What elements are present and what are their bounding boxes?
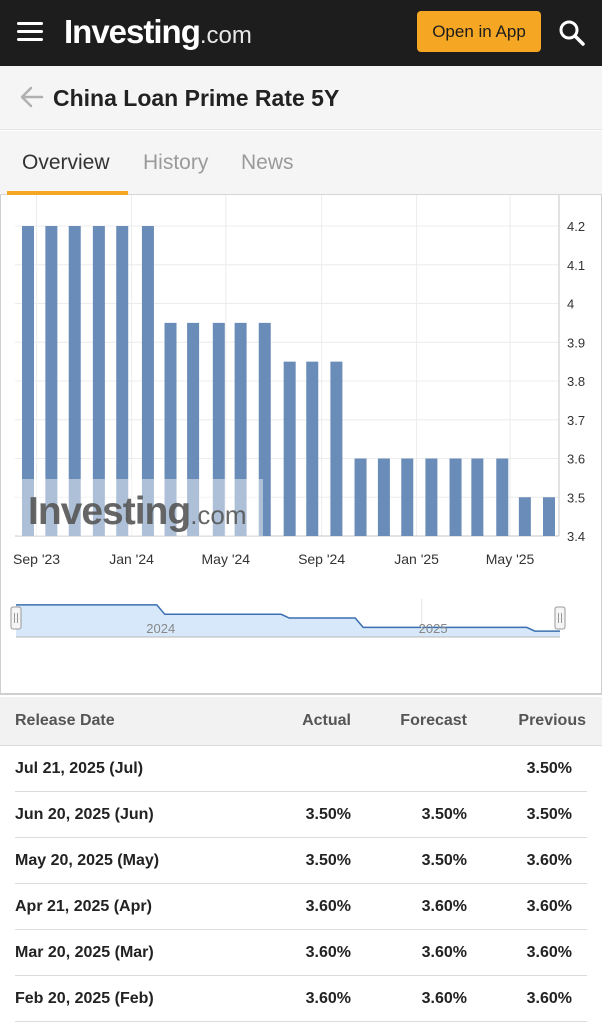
chart-bar [116, 226, 129, 536]
navigator-handle[interactable] [10, 606, 22, 630]
table-row: Jun 20, 2025 (Jun) 3.50% 3.50% 3.50% [15, 792, 587, 838]
active-tab-indicator [7, 191, 128, 195]
y-tick-label: 3.9 [567, 335, 585, 350]
watermark-logo: Investing.com [28, 490, 247, 533]
navigator-handle[interactable] [554, 606, 566, 630]
chart-panel: 4.2 4.1 4 3.9 3.8 3.7 3.6 3.5 3.4 Investing.com Se… [0, 195, 602, 695]
chart-bar [141, 226, 154, 536]
y-tick-label: 3.7 [567, 413, 585, 428]
table-header: Release Date Actual Forecast Previous [0, 697, 602, 746]
chart-bar [283, 361, 296, 536]
cell-previous: 3.60% [526, 944, 572, 961]
title-row: China Loan Prime Rate 5Y [0, 66, 602, 130]
cell-actual: 3.50% [305, 806, 351, 823]
col-header-release-date[interactable]: Release Date [15, 712, 115, 729]
table-row: May 20, 2025 (May) 3.50% 3.50% 3.60% [15, 838, 587, 884]
y-tick-label: 3.8 [567, 374, 585, 389]
col-header-actual[interactable]: Actual [302, 712, 351, 729]
y-tick-label: 3.6 [567, 452, 585, 467]
cell-release-date: Jun 20, 2025 (Jun) [15, 806, 154, 823]
cell-previous: 3.60% [526, 990, 572, 1007]
cell-forecast: 3.60% [421, 990, 467, 1007]
chart-bar [543, 497, 555, 536]
navigator-label: 2024 [146, 621, 175, 636]
cell-previous: 3.50% [526, 806, 572, 823]
chart-bar [330, 361, 343, 536]
chart-bar [354, 458, 367, 536]
cell-actual: 3.60% [305, 990, 351, 1007]
table-row: Jul 21, 2025 (Jul) 3.50% [15, 746, 587, 792]
arrow-left-icon[interactable] [19, 84, 45, 110]
navigator-label: 2025 [419, 621, 448, 636]
chart-bar [92, 226, 105, 536]
x-tick-label: Sep '24 [298, 551, 345, 567]
cell-release-date: May 20, 2025 (May) [15, 852, 160, 869]
search-icon[interactable] [557, 18, 587, 48]
release-table: Release Date Actual Forecast Previous Ju… [0, 697, 602, 1022]
chart-bar [449, 458, 462, 536]
tab-news[interactable]: News [241, 151, 294, 174]
cell-release-date: Apr 21, 2025 (Apr) [15, 898, 152, 915]
chart-bar [164, 322, 177, 536]
cell-actual: 3.50% [305, 852, 351, 869]
table-row: Mar 20, 2025 (Mar) 3.60% 3.60% 3.60% [15, 930, 587, 976]
chart-bar [471, 458, 484, 536]
top-bar: Investing.com Open in App [0, 0, 602, 66]
y-tick-label: 3.5 [567, 490, 585, 505]
y-tick-label: 3.4 [567, 529, 585, 544]
tab-overview[interactable]: Overview [22, 151, 110, 174]
chart-bar [518, 497, 531, 536]
cell-previous: 3.60% [526, 852, 572, 869]
cell-actual: 3.60% [305, 898, 351, 915]
rate-bar-chart[interactable]: 4.2 4.1 4 3.9 3.8 3.7 3.6 3.5 3.4 Investing.com Se… [1, 195, 601, 692]
chart-bar [377, 458, 390, 536]
chart-bar [496, 458, 509, 536]
chart-bar [258, 322, 271, 536]
cell-forecast: 3.50% [421, 852, 467, 869]
navigator-line [16, 604, 560, 632]
col-header-previous[interactable]: Previous [518, 712, 586, 729]
x-tick-label: Jan '25 [394, 551, 439, 567]
y-tick-label: 4.2 [567, 219, 585, 234]
chart-bar [212, 322, 225, 536]
chart-bar [401, 458, 414, 536]
watermark-backdrop [17, 479, 263, 536]
cell-previous: 3.60% [526, 898, 572, 915]
cell-forecast: 3.50% [421, 806, 467, 823]
cell-previous: 3.50% [526, 760, 572, 777]
logo-main: Investing [64, 13, 201, 50]
page-title: China Loan Prime Rate 5Y [53, 85, 340, 111]
chart-bar [187, 322, 200, 536]
cell-release-date: Feb 20, 2025 (Feb) [15, 990, 154, 1007]
navigator-area [16, 604, 560, 637]
y-tick-label: 4.1 [567, 258, 585, 273]
cell-forecast: 3.60% [421, 898, 467, 915]
tab-history[interactable]: History [143, 151, 209, 174]
cell-actual: 3.60% [305, 944, 351, 961]
table-row: Apr 21, 2025 (Apr) 3.60% 3.60% 3.60% [15, 884, 587, 930]
x-tick-label: Sep '23 [13, 551, 60, 567]
x-tick-label: May '25 [486, 551, 535, 567]
chart-bar [425, 458, 438, 536]
chart-bar [68, 226, 81, 536]
chart-bar [306, 361, 319, 536]
chart-bar [45, 226, 58, 536]
hamburger-icon[interactable] [17, 22, 43, 42]
table-row: Feb 20, 2025 (Feb) 3.60% 3.60% 3.60% [15, 976, 587, 1022]
x-tick-label: Jan '24 [109, 551, 154, 567]
cell-forecast: 3.60% [421, 944, 467, 961]
col-header-forecast[interactable]: Forecast [400, 712, 467, 729]
chart-bar [234, 322, 247, 536]
x-tick-label: May '24 [202, 551, 251, 567]
tab-bar: Overview History News [0, 131, 602, 195]
open-in-app-button[interactable]: Open in App [417, 11, 541, 52]
y-tick-label: 4 [567, 297, 574, 312]
site-logo[interactable]: Investing.com [64, 12, 252, 56]
logo-suffix: .com [199, 22, 252, 49]
cell-release-date: Mar 20, 2025 (Mar) [15, 944, 154, 961]
cell-release-date: Jul 21, 2025 (Jul) [15, 760, 144, 777]
chart-bar [22, 226, 34, 536]
